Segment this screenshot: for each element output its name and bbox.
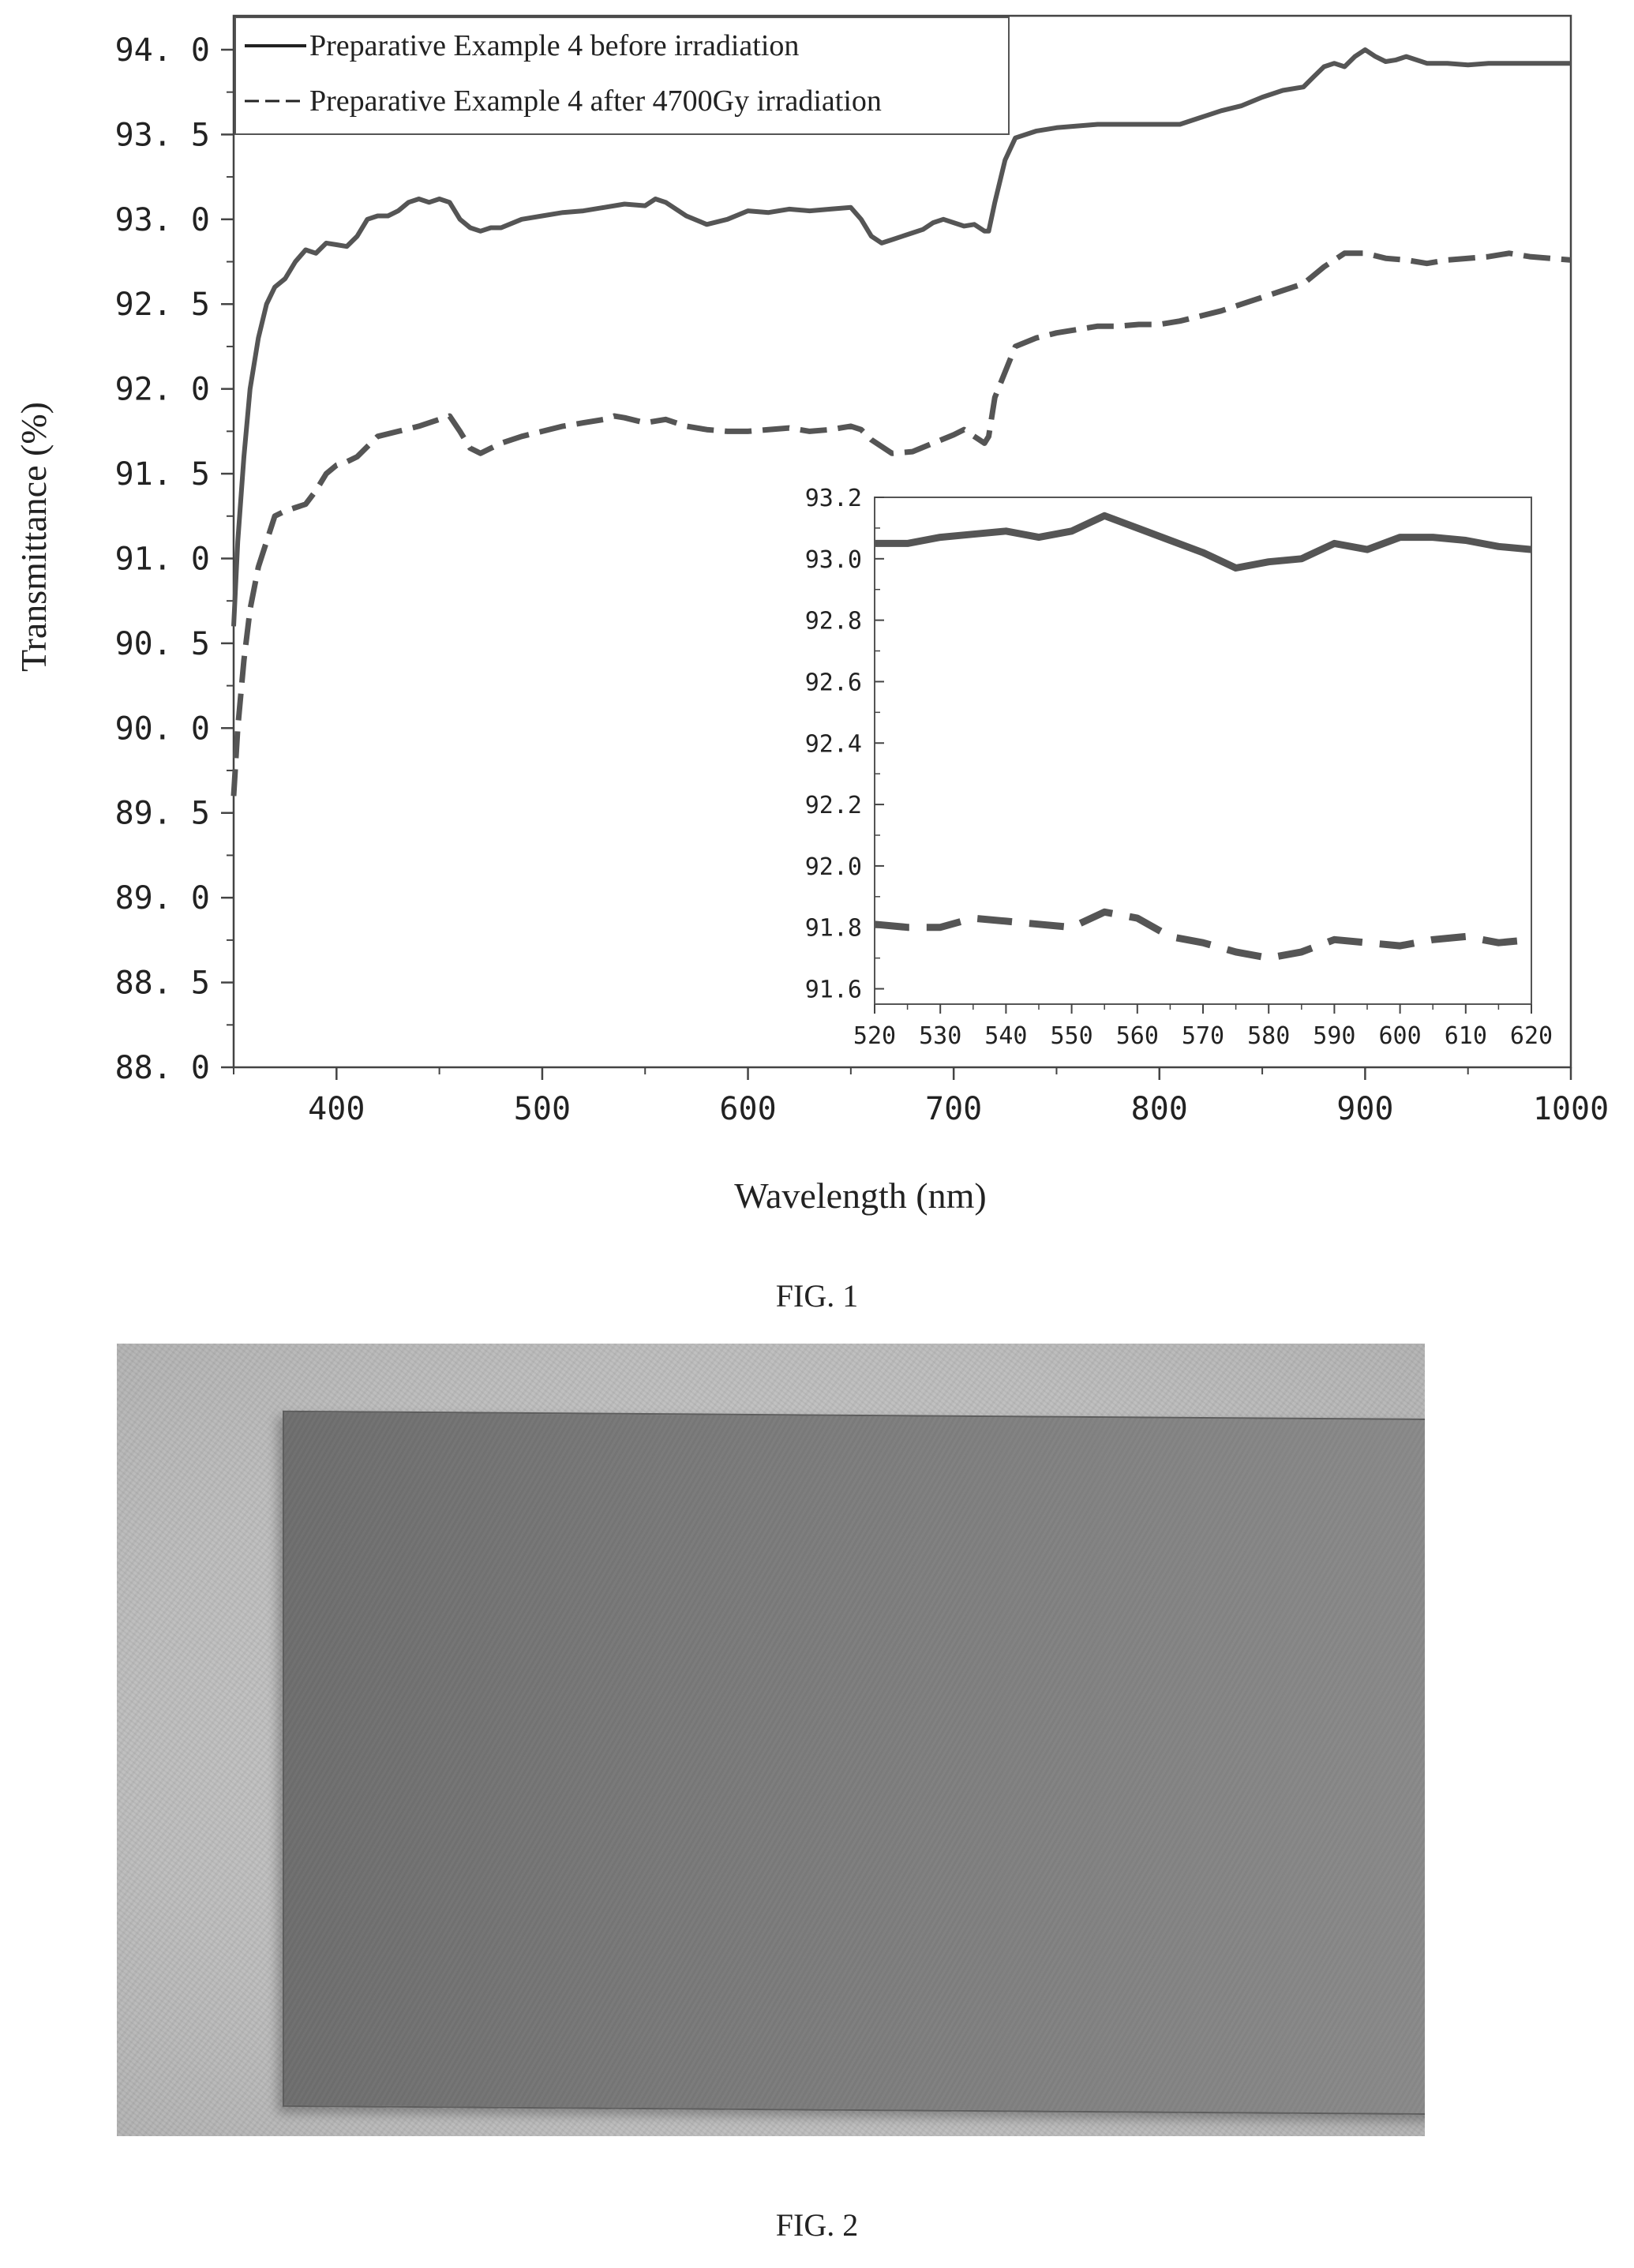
legend-frame <box>234 17 1010 135</box>
inset-line-after-irradiation <box>874 908 1532 962</box>
inset-chart: 520 530 540 550 560 570 580 590 600 610 620 91.6 91.… <box>805 485 1553 1050</box>
y-tick-label: 91. 0 <box>115 541 210 577</box>
inset-y-tick-label: 92.2 <box>805 792 862 819</box>
inset-x-tick-label: 560 <box>1116 1022 1159 1050</box>
inset-y-tick-label: 93.2 <box>805 485 862 512</box>
y-tick-label: 89. 5 <box>115 796 210 832</box>
inset-x-tick-label: 600 <box>1379 1022 1422 1050</box>
x-tick-label: 1000 <box>1533 1091 1609 1127</box>
inset-y-tick-label: 92.4 <box>805 730 862 758</box>
y-tick-label: 93. 5 <box>115 117 210 153</box>
inset-x-tick-label: 540 <box>984 1022 1027 1050</box>
figure-2-photo <box>117 1344 1425 2136</box>
inset-y-tick-label: 91.8 <box>805 915 862 943</box>
y-axis-label: Transmittance (%) <box>13 402 54 672</box>
x-tick-label: 600 <box>719 1091 776 1127</box>
main-plot-frame <box>232 14 1572 1069</box>
series-line-after-irradiation <box>230 250 1572 797</box>
inset-y-tick-label: 93.0 <box>805 546 862 574</box>
inset-y-tick-label: 92.0 <box>805 853 862 881</box>
x-tick-label: 900 <box>1336 1091 1393 1127</box>
main-tick-labels: 400 500 600 700 800 900 1000 88. 0 88. 5 89. 0 89.… <box>115 32 1610 1127</box>
inset-x-tick-label: 550 <box>1051 1022 1093 1050</box>
main-axes <box>232 14 1572 1069</box>
inset-y-tick-label: 92.8 <box>805 608 862 635</box>
figure-1-caption: FIG. 1 <box>775 1278 859 1314</box>
y-tick-label: 92. 0 <box>115 372 210 408</box>
y-tick-label: 94. 0 <box>115 32 210 69</box>
inset-frame <box>874 497 1532 1005</box>
inset-tick-labels: 520 530 540 550 560 570 580 590 600 610 620 91.6 91.… <box>805 485 1553 1050</box>
y-tick-label: 91. 5 <box>115 456 210 493</box>
x-axis-label: Wavelength (nm) <box>734 1175 986 1216</box>
legend-item-before-irradiation: Preparative Example 4 before irradiation <box>309 29 799 62</box>
inset-x-tick-label: 620 <box>1510 1022 1553 1050</box>
inset-y-tick-label: 92.6 <box>805 669 862 696</box>
x-tick-label: 700 <box>925 1091 982 1127</box>
y-tick-label: 92. 5 <box>115 287 210 323</box>
inset-x-tick-label: 610 <box>1445 1022 1487 1050</box>
inset-y-tick-label: 91.6 <box>805 977 862 1004</box>
legend-item-after-irradiation: Preparative Example 4 after 4700Gy irrad… <box>309 84 882 118</box>
figure-2-caption: FIG. 2 <box>775 2207 859 2243</box>
inset-line-before-irradiation <box>875 512 1532 572</box>
inset-x-tick-label: 590 <box>1313 1022 1355 1050</box>
y-tick-label: 88. 5 <box>115 965 210 1002</box>
inset-series-group <box>874 512 1532 962</box>
main-series-group <box>230 47 1572 797</box>
inset-x-tick-label: 530 <box>919 1022 961 1050</box>
y-tick-label: 88. 0 <box>115 1050 210 1086</box>
y-tick-label: 90. 0 <box>115 710 210 747</box>
y-tick-label: 89. 0 <box>115 880 210 917</box>
y-tick-label: 93. 0 <box>115 202 210 238</box>
glass-panel-sample <box>283 1410 1425 2116</box>
x-tick-label: 800 <box>1131 1091 1188 1127</box>
inset-x-tick-label: 580 <box>1247 1022 1290 1050</box>
series-line-before-irradiation <box>231 47 1571 627</box>
figure-1-chart: 400 500 600 700 800 900 1000 88. 0 88. 5 89. 0 89.… <box>13 14 1610 1216</box>
inset-x-tick-label: 520 <box>853 1022 896 1050</box>
inset-x-tick-label: 570 <box>1182 1022 1224 1050</box>
legend: Preparative Example 4 before irradiation… <box>234 17 1010 135</box>
x-tick-label: 400 <box>308 1091 365 1127</box>
y-tick-label: 90. 5 <box>115 626 210 662</box>
x-tick-label: 500 <box>514 1091 571 1127</box>
